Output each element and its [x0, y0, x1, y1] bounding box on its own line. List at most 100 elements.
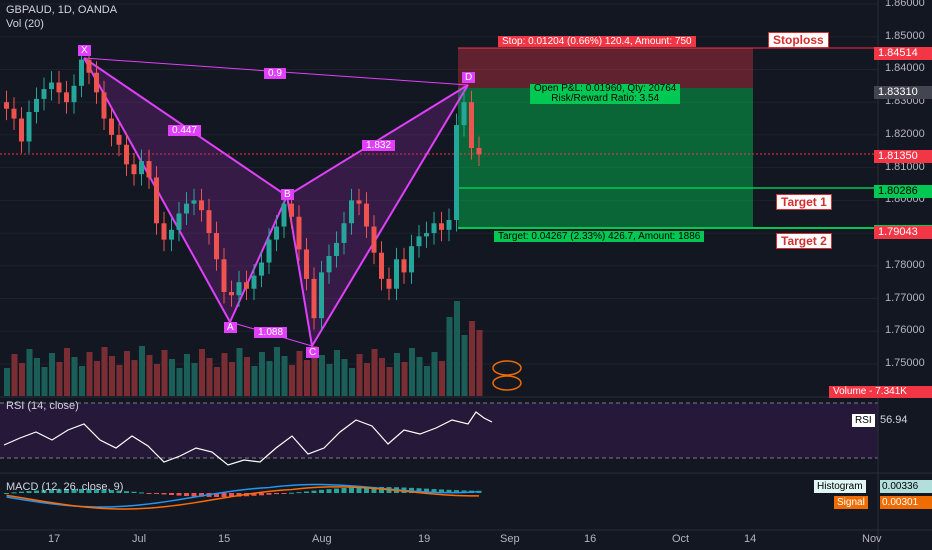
volume-bar [131, 360, 138, 396]
stop-info: Stop: 0.01204 (0.66%) 120.4, Amount: 750 [498, 36, 696, 47]
macd-pane [4, 483, 482, 510]
volume-bar [109, 356, 115, 396]
macd-bar [379, 486, 384, 493]
candle [289, 203, 294, 217]
volume-bar [199, 349, 205, 396]
event-markers[interactable] [492, 360, 522, 391]
macd-bar [146, 493, 152, 494]
time-axis-label: Sep [500, 533, 520, 545]
macd-bar [349, 487, 354, 493]
point-x: X [78, 45, 91, 56]
candle [34, 98, 39, 112]
macd-bar [56, 489, 62, 493]
macd-bar [259, 493, 264, 496]
signal-line [6, 486, 480, 510]
signal-label: Signal [834, 496, 868, 509]
ratio-bd: 1.832 [362, 140, 396, 151]
volume-bar [259, 352, 265, 396]
candle [4, 102, 9, 109]
candle [124, 144, 129, 165]
candle [274, 226, 279, 240]
price-axis-label: 1.82000 [885, 127, 925, 140]
macd-bar [19, 491, 24, 493]
stop-zone[interactable] [458, 48, 753, 88]
volume-bar [214, 367, 220, 396]
candle [199, 200, 204, 211]
candle [281, 203, 287, 227]
time-axis-label: 17 [48, 533, 61, 545]
macd-bar [326, 489, 332, 493]
candle [371, 226, 377, 253]
macd-bar [199, 493, 204, 497]
candle [469, 102, 474, 148]
volume-bar [289, 365, 295, 396]
candle [304, 249, 309, 279]
bat-pattern[interactable] [83, 57, 469, 349]
candle [259, 262, 264, 276]
candle [454, 125, 459, 220]
macd-bar [79, 489, 84, 493]
volume-bar [334, 350, 340, 396]
target-info: Target: 0.04267 (2.33%) 426.7, Amount: 1… [494, 231, 705, 242]
volume-bar [101, 347, 108, 396]
volume-bar [11, 354, 18, 396]
candle [94, 72, 99, 93]
stoploss-label[interactable]: Stoploss [768, 32, 829, 48]
macd-bar [431, 489, 437, 493]
volume-bar [326, 364, 333, 396]
candle [244, 282, 249, 289]
price-axis-label: 1.76000 [885, 324, 925, 337]
candle [11, 108, 17, 119]
candle [401, 259, 407, 273]
volume-bar [394, 353, 400, 396]
target1-label[interactable]: Target 1 [776, 194, 832, 210]
profit-zone[interactable] [458, 88, 753, 228]
ratio-xb: 0.447 [168, 125, 202, 136]
candle [296, 216, 302, 250]
volume-bar [461, 335, 468, 396]
price-tag: 1.84514 [874, 46, 932, 60]
price-tag: 1.83310 [874, 86, 932, 100]
macd-bar [34, 490, 39, 493]
price-tag: 1.80286 [874, 185, 932, 198]
candle [439, 223, 444, 230]
macd-bar [214, 493, 219, 497]
price-axis-label: 1.78000 [885, 258, 925, 271]
price-axis-label: 1.84000 [885, 62, 925, 75]
volume-bar [71, 357, 78, 396]
time-axis[interactable]: 17 Jul 15 Aug 19 Sep 16 Oct 14 Nov [0, 531, 882, 550]
histogram-value: 0.00336 [880, 480, 932, 493]
rsi-tag-label: RSI [852, 414, 875, 427]
candle [116, 134, 122, 145]
candle [349, 200, 354, 224]
candle [431, 223, 437, 234]
volume-bar [64, 348, 70, 396]
candle [386, 278, 392, 289]
macd-bar [334, 488, 339, 493]
price-axis-label: 1.81000 [885, 160, 925, 173]
rsi-value: 56.94 [880, 414, 908, 426]
time-axis-label: 14 [744, 533, 757, 545]
volume-bar [409, 348, 415, 396]
histogram-label: Histogram [814, 480, 866, 493]
volume-bar [439, 361, 445, 396]
candle [236, 282, 242, 296]
candles [4, 48, 482, 330]
price-axis-label: 1.77000 [885, 291, 925, 304]
volume-bar [304, 360, 310, 396]
target2-label[interactable]: Target 2 [776, 233, 832, 249]
volume-tag: Volume - 7.341K [829, 386, 932, 398]
volume-bar [266, 361, 273, 396]
volume-bar [356, 354, 363, 396]
candle [379, 252, 384, 279]
time-axis-label: Aug [312, 533, 332, 545]
candle [79, 59, 84, 86]
macd-bar [86, 489, 92, 493]
volume-bar [139, 346, 145, 396]
candle [109, 118, 114, 135]
volume-bar [244, 357, 250, 396]
macd-bar [64, 489, 69, 493]
macd-bar [251, 493, 257, 496]
candle [19, 118, 24, 142]
